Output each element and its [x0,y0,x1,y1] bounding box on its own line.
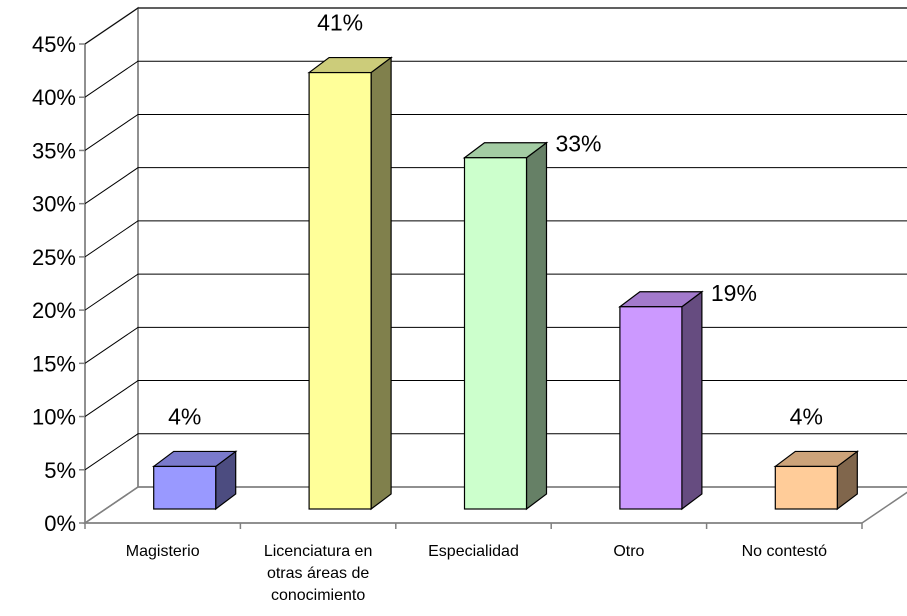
y-tick-label: 25% [32,245,76,270]
category-label-line: otras áreas de [267,565,369,582]
y-tick-label: 10% [32,405,76,430]
category-label: No contestó [742,543,827,560]
y-tick-label: 15% [32,351,76,376]
y-tick-label: 40% [32,85,76,110]
category-label-line: Especialidad [428,543,519,560]
gridline [84,220,907,258]
bar-front [308,71,372,510]
category-label: Especialidad [428,543,519,560]
category-label-line: No contestó [742,543,827,560]
y-tick-label: 20% [32,298,76,323]
gridline [84,7,907,45]
category-label: Licenciatura en otras áreas de conocimient… [264,543,373,604]
data-label: 33% [555,131,601,157]
bar-side [370,56,392,511]
x-axis-category-labels: Magisterio Licenciatura en otras áreas de c… [126,543,827,604]
bar-side [525,141,548,511]
bar [307,56,393,511]
category-label-line: conocimiento [271,587,365,604]
bar-front [619,306,683,510]
data-label: 4% [790,403,823,429]
category-label-line: Licenciatura en [264,543,373,560]
bar-front [153,465,217,510]
bar-front [463,157,528,510]
category-label-line: Magisterio [126,543,200,560]
bar [151,450,238,511]
category-label-line: Otro [613,543,644,560]
y-tick-label: 30% [32,192,76,217]
bar [618,290,704,511]
gridline [84,273,907,311]
y-tick-label: 45% [32,32,76,57]
y-axis-tick-labels: 0% 5% 10% 15% 20% 25% 30% 35% 40% 45% [32,32,76,536]
data-labels: 4% 41% 33% 19% 4% [168,10,823,430]
y-tick-label: 0% [44,511,76,536]
side-wall [84,6,139,525]
bar-front [774,465,838,510]
bars [151,56,860,511]
gridline [84,113,907,151]
bar-side [681,290,703,511]
gridline [84,60,907,98]
y-tick-label: 35% [32,138,76,163]
category-label: Magisterio [126,543,200,560]
data-label: 4% [168,403,201,429]
gridline [84,167,907,205]
y-tick-label: 5% [44,458,76,483]
bar [462,141,549,511]
category-label: Otro [613,543,644,560]
data-label: 19% [711,280,757,306]
bar [773,450,860,511]
data-label: 41% [317,10,363,36]
